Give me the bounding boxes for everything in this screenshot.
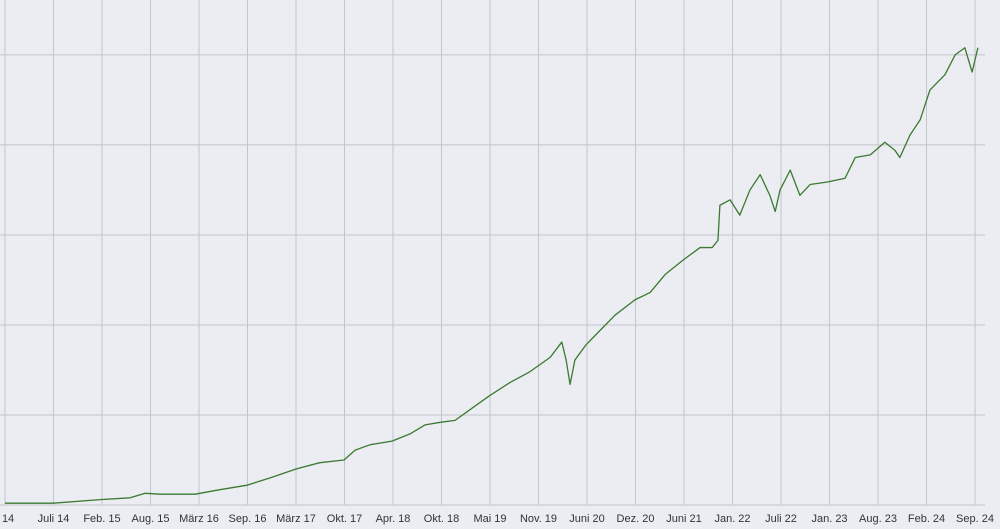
x-tick-label: Juni 20 xyxy=(569,513,604,525)
x-tick-label: Feb. 15 xyxy=(83,513,120,525)
x-tick-label: Mai 19 xyxy=(473,513,506,525)
x-tick-label: Jan. 23 xyxy=(811,513,847,525)
x-tick-label: Juni 21 xyxy=(666,513,701,525)
x-tick-label: März 17 xyxy=(276,513,316,525)
x-tick-label: Juli 22 xyxy=(765,513,797,525)
x-tick-label: Dez. 20 xyxy=(617,513,655,525)
x-tick-label: Jan. 22 xyxy=(714,513,750,525)
x-tick-label: Aug. 23 xyxy=(859,513,897,525)
line xyxy=(5,47,979,504)
x-tick-label: Apr. 18 xyxy=(376,513,411,525)
x-tick-label: Okt. 18 xyxy=(424,513,459,525)
x-tick-label: Nov. 19 xyxy=(520,513,557,525)
x-tick-label: Okt. 17 xyxy=(327,513,362,525)
x-tick-label: Sep. 16 xyxy=(229,513,267,525)
x-tick-label: März 16 xyxy=(179,513,219,525)
x-tick-label: Juli 14 xyxy=(38,513,70,525)
x-tick-label: . 14 xyxy=(0,513,14,525)
x-tick-label: Feb. 24 xyxy=(908,513,945,525)
x-tick-label: Aug. 15 xyxy=(132,513,170,525)
x-tick-label: Sep. 24 xyxy=(956,513,994,525)
